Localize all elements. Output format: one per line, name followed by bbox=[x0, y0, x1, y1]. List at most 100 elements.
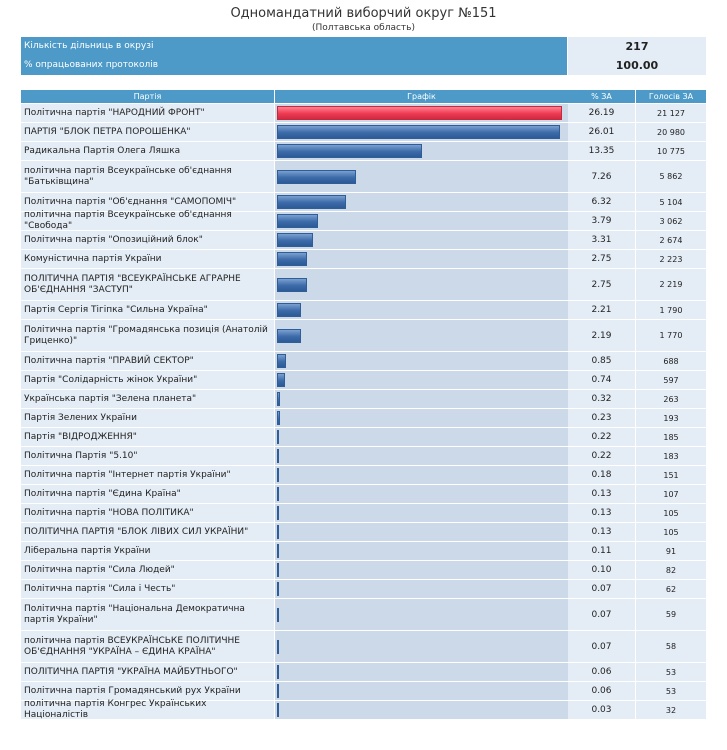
header-party: Партія bbox=[21, 90, 274, 103]
table-row: Політична партія "Сила Людей" 0.10 82 bbox=[21, 561, 706, 579]
processed-value: 100.00 bbox=[568, 56, 706, 75]
summary-row-processed: % опрацьованих протоколів 100.00 bbox=[21, 56, 706, 75]
party-name: Політична партія "ПРАВИЙ СЕКТОР" bbox=[21, 352, 274, 370]
votes-value: 2 223 bbox=[636, 250, 706, 268]
table-row: Партія Зелених України 0.23 193 bbox=[21, 409, 706, 427]
percent-value: 0.06 bbox=[568, 682, 635, 700]
bar-cell bbox=[275, 561, 568, 579]
bar-cell bbox=[275, 193, 568, 211]
bar-cell bbox=[275, 447, 568, 465]
chart-bar bbox=[277, 303, 301, 317]
bar-cell bbox=[275, 320, 568, 351]
table-row: Політична партія "НАРОДНИЙ ФРОНТ" 26.19 21… bbox=[21, 104, 706, 122]
table-row: Політична партія "Громадянська позиція (… bbox=[21, 320, 706, 351]
table-row: Партія "Солідарність жінок України" 0.74 5… bbox=[21, 371, 706, 389]
votes-value: 10 775 bbox=[636, 142, 706, 160]
chart-bar bbox=[277, 252, 307, 266]
chart-bar bbox=[277, 233, 313, 247]
percent-value: 26.19 bbox=[568, 104, 635, 122]
bar-cell bbox=[275, 123, 568, 141]
percent-value: 0.13 bbox=[568, 485, 635, 503]
chart-bar bbox=[277, 506, 279, 520]
percent-value: 0.32 bbox=[568, 390, 635, 408]
stations-label: Кількість дільниць в окрузі bbox=[21, 37, 567, 56]
votes-value: 53 bbox=[636, 663, 706, 681]
percent-value: 0.23 bbox=[568, 409, 635, 427]
percent-value: 0.06 bbox=[568, 663, 635, 681]
percent-value: 0.10 bbox=[568, 561, 635, 579]
percent-value: 2.75 bbox=[568, 269, 635, 300]
percent-value: 2.21 bbox=[568, 301, 635, 319]
votes-value: 62 bbox=[636, 580, 706, 598]
party-name: ПОЛІТИЧНА ПАРТІЯ "ВСЕУКРАЇНСЬКЕ АГРАРНЕ … bbox=[21, 269, 274, 300]
percent-value: 0.22 bbox=[568, 447, 635, 465]
bar-cell bbox=[275, 161, 568, 192]
percent-value: 0.07 bbox=[568, 580, 635, 598]
bar-cell bbox=[275, 142, 568, 160]
votes-value: 263 bbox=[636, 390, 706, 408]
votes-value: 185 bbox=[636, 428, 706, 446]
percent-value: 0.07 bbox=[568, 599, 635, 630]
chart-bar bbox=[277, 125, 560, 139]
table-row: Політична партія "Об'єднання "САМОПОМІЧ"… bbox=[21, 193, 706, 211]
party-name: ПАРТІЯ "БЛОК ПЕТРА ПОРОШЕНКА" bbox=[21, 123, 274, 141]
party-name: Політична партія "Національна Демократич… bbox=[21, 599, 274, 630]
votes-value: 107 bbox=[636, 485, 706, 503]
chart-bar bbox=[277, 169, 356, 184]
party-name: Політична Партія "5.10" bbox=[21, 447, 274, 465]
votes-value: 82 bbox=[636, 561, 706, 579]
summary-row-stations: Кількість дільниць в окрузі 217 bbox=[21, 37, 706, 56]
percent-value: 0.07 bbox=[568, 631, 635, 662]
header-pct: % ЗА bbox=[568, 90, 635, 103]
party-name: Політична партія Громадянський рух Украї… bbox=[21, 682, 274, 700]
percent-value: 7.26 bbox=[568, 161, 635, 192]
bar-cell bbox=[275, 409, 568, 427]
votes-value: 688 bbox=[636, 352, 706, 370]
chart-bar bbox=[277, 665, 279, 679]
table-row: Комуністична партія України 2.75 2 223 bbox=[21, 250, 706, 268]
chart-bar bbox=[277, 449, 279, 463]
chart-bar bbox=[277, 703, 279, 717]
chart-bar bbox=[277, 487, 279, 501]
party-name: Комуністична партія України bbox=[21, 250, 274, 268]
votes-value: 105 bbox=[636, 504, 706, 522]
chart-bar bbox=[277, 684, 279, 698]
party-name: Політична партія "Єдина Країна" bbox=[21, 485, 274, 503]
votes-value: 193 bbox=[636, 409, 706, 427]
votes-value: 20 980 bbox=[636, 123, 706, 141]
percent-value: 26.01 bbox=[568, 123, 635, 141]
chart-bar bbox=[277, 373, 285, 387]
chart-bar bbox=[277, 106, 562, 120]
table-row: Українська партія "Зелена планета" 0.32 26… bbox=[21, 390, 706, 408]
table-row: ПОЛІТИЧНА ПАРТІЯ "БЛОК ЛІВИХ СИЛ УКРАЇНИ… bbox=[21, 523, 706, 541]
table-row: Політична партія "Національна Демократич… bbox=[21, 599, 706, 630]
percent-value: 3.79 bbox=[568, 212, 635, 230]
party-name: Ліберальна партія України bbox=[21, 542, 274, 560]
chart-bar bbox=[277, 582, 279, 596]
bar-cell bbox=[275, 466, 568, 484]
bar-cell bbox=[275, 485, 568, 503]
votes-value: 151 bbox=[636, 466, 706, 484]
chart-bar bbox=[277, 430, 279, 444]
table-row: політична партія Конгрес Українських Нац… bbox=[21, 699, 706, 720]
header-chart: Графік bbox=[275, 90, 568, 103]
bar-cell bbox=[275, 701, 568, 719]
votes-value: 53 bbox=[636, 682, 706, 700]
chart-bar bbox=[277, 144, 422, 158]
party-name: Українська партія "Зелена планета" bbox=[21, 390, 274, 408]
votes-value: 105 bbox=[636, 523, 706, 541]
bar-cell bbox=[275, 250, 568, 268]
bar-cell bbox=[275, 631, 568, 662]
chart-bar bbox=[277, 563, 279, 577]
table-row: ПОЛІТИЧНА ПАРТІЯ "УКРАЇНА МАЙБУТНЬОГО" 0.… bbox=[21, 663, 706, 681]
chart-bar bbox=[277, 328, 301, 343]
percent-value: 0.85 bbox=[568, 352, 635, 370]
table-row: Політична партія "ПРАВИЙ СЕКТОР" 0.85 688 bbox=[21, 352, 706, 370]
chart-bar bbox=[277, 277, 307, 292]
bar-cell bbox=[275, 428, 568, 446]
bar-cell bbox=[275, 663, 568, 681]
party-name: Партія Зелених України bbox=[21, 409, 274, 427]
bar-cell bbox=[275, 542, 568, 560]
table-header: Партія Графік % ЗА Голосів ЗА bbox=[21, 90, 706, 103]
votes-value: 3 062 bbox=[636, 212, 706, 230]
